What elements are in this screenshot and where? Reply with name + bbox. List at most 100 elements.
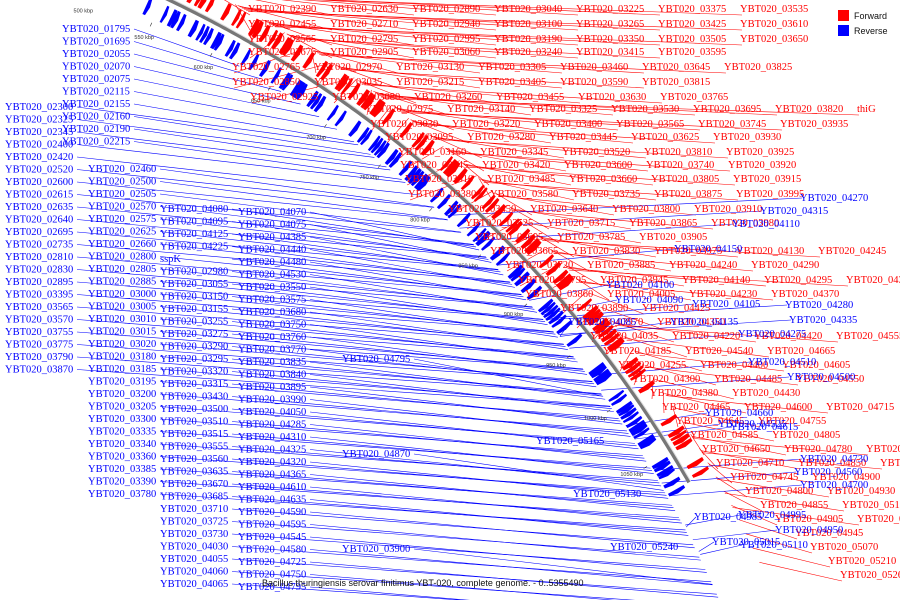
reverse-gene-arrow xyxy=(566,333,583,347)
reverse-gene-label: YBT020_02400 xyxy=(5,140,73,151)
reverse-gene-label: YBT020_04225 xyxy=(160,242,228,253)
reverse-gene-arrow xyxy=(326,104,339,121)
scale-tick-label: 800 kbp xyxy=(410,218,430,224)
forward-gene-label: YBT020_04290 xyxy=(751,260,819,271)
reverse-connector xyxy=(159,331,583,370)
reverse-gene-label: YBT020_03200 xyxy=(88,389,156,400)
forward-connector xyxy=(723,490,763,512)
reverse-connector xyxy=(413,358,604,397)
reverse-gene-arrow xyxy=(514,271,530,287)
forward-gene-arrow xyxy=(558,276,575,291)
forward-gene-label: YBT020_02975 xyxy=(365,104,433,115)
forward-gene-label: YBT020_04550 xyxy=(796,374,864,385)
forward-gene-label: YBT020_02565 xyxy=(248,34,316,45)
forward-gene-arrow xyxy=(545,261,562,277)
reverse-connector xyxy=(159,168,434,208)
forward-connector xyxy=(738,519,798,540)
forward-gene-arrow xyxy=(627,365,644,378)
reverse-connector xyxy=(309,236,504,276)
reverse-gene-label: YBT020_04795 xyxy=(238,582,306,593)
reverse-connector xyxy=(76,269,533,308)
reverse-gene-arrow xyxy=(281,74,294,91)
forward-gene-label: YBT020_04380 xyxy=(650,388,718,399)
forward-connector xyxy=(255,0,333,16)
reverse-gene-label: YBT020_03670 xyxy=(160,479,228,490)
reverse-gene-arrow xyxy=(475,230,491,247)
forward-gene-arrow xyxy=(608,339,625,353)
scale-tick-label: 700 kbp xyxy=(306,135,326,141)
forward-gene-label: YBT020_03625 xyxy=(631,132,699,143)
reverse-gene-arrow xyxy=(447,203,462,219)
reverse-connector xyxy=(309,361,606,400)
forward-gene-arrow xyxy=(266,29,279,47)
forward-gene-arrow xyxy=(347,82,361,100)
forward-gene-label: YBT020_03580 xyxy=(490,189,558,200)
forward-gene-label: YBT020_03735 xyxy=(572,189,640,200)
reverse-connector xyxy=(231,321,576,360)
forward-gene-label: YBT020_03530 xyxy=(611,104,679,115)
reverse-connector xyxy=(159,493,686,531)
forward-connector xyxy=(588,292,645,315)
reverse-connector xyxy=(445,197,803,216)
forward-gene-arrow xyxy=(197,0,207,9)
reverse-gene-arrow xyxy=(622,411,639,423)
reverse-gene-label: YBT020_02115 xyxy=(62,87,130,98)
forward-gene-label: YBT020_03375 xyxy=(658,4,726,15)
reverse-gene-label: YBT020_02300 xyxy=(5,102,73,113)
forward-gene-label: YBT020_04220 xyxy=(672,331,740,342)
reverse-gene-label: YBT020_04065 xyxy=(160,579,228,590)
reverse-gene-label: YBT020_03575 xyxy=(238,295,306,306)
reverse-swatch-icon xyxy=(838,25,849,36)
reverse-connector xyxy=(159,468,673,506)
forward-gene-label: YBT020_04555 xyxy=(836,331,900,342)
forward-gene-label: YBT020_03325 xyxy=(529,104,597,115)
reverse-gene-arrow xyxy=(526,285,543,300)
reverse-gene-label: YBT020_02070 xyxy=(62,62,130,73)
forward-gene-label: YBT020_03505 xyxy=(658,34,726,45)
reverse-gene-label: YBT020_03315 xyxy=(160,379,228,390)
reverse-gene-label: YBT020_02735 xyxy=(5,240,73,251)
reverse-gene-arrow xyxy=(295,83,308,100)
reverse-connector xyxy=(309,224,492,263)
forward-gene-arrow xyxy=(524,237,540,254)
reverse-gene-arrow xyxy=(480,236,496,251)
scale-tick xyxy=(267,86,271,91)
reverse-gene-label: YBT020_04870 xyxy=(342,449,410,460)
map-caption: Bacillus thuringiensis serovar finitimus… xyxy=(262,578,584,588)
scale-tick-label: 900 kbp xyxy=(504,312,524,318)
forward-gene-label: YBT020_03660 xyxy=(569,174,637,185)
scale-tick xyxy=(523,303,528,307)
forward-connector xyxy=(295,38,661,59)
reverse-gene-label: YBT020_03055 xyxy=(160,279,228,290)
reverse-connector xyxy=(309,511,695,549)
reverse-gene-label: YBT020_04055 xyxy=(160,554,228,565)
scale-tick xyxy=(323,124,327,128)
reverse-gene-label: YBT020_04050 xyxy=(238,407,306,418)
reverse-gene-arrow xyxy=(416,175,431,192)
forward-gene-label: YBT020_03740 xyxy=(646,160,714,171)
reverse-gene-label: YBT020_03150 xyxy=(160,292,228,303)
reverse-gene-label: YBT020_03560 xyxy=(160,454,228,465)
forward-gene-label: YBT020_04420 xyxy=(754,331,822,342)
forward-gene-arrow xyxy=(302,51,315,69)
forward-gene-label: YBT020_03610 xyxy=(740,19,808,30)
forward-gene-label: YBT020_03595 xyxy=(658,47,726,58)
legend-item-reverse: Reverse xyxy=(838,23,898,38)
forward-gene-label: YBT020_02390 xyxy=(248,4,316,15)
reverse-connector xyxy=(133,128,387,168)
reverse-gene-label: YBT020_04280 xyxy=(785,300,853,311)
scale-tick xyxy=(209,53,213,57)
forward-gene-arrow xyxy=(538,254,555,269)
reverse-connector xyxy=(309,424,647,462)
reverse-gene-label: YBT020_04635 xyxy=(238,495,306,506)
reverse-connector xyxy=(231,421,645,459)
forward-gene-arrow xyxy=(507,220,523,236)
reverse-gene-arrow xyxy=(456,212,471,228)
reverse-connector xyxy=(133,66,301,105)
reverse-gene-label: YBT020_02830 xyxy=(5,265,73,276)
forward-gene-arrow xyxy=(470,184,485,200)
reverse-connector xyxy=(133,41,261,80)
reverse-connector xyxy=(559,321,673,337)
